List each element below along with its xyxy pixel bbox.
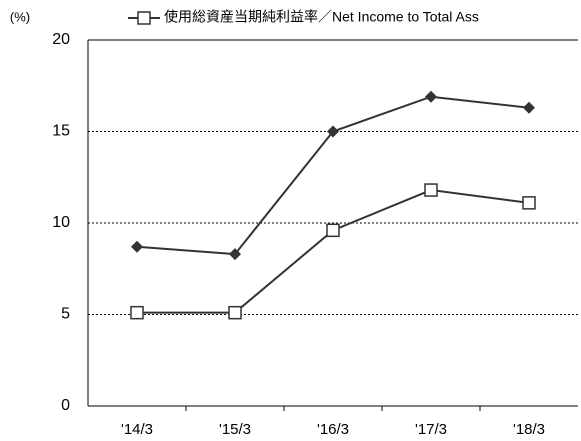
point [131,240,143,253]
point [522,196,536,210]
point [425,90,437,103]
y-tick-label: 5 [61,306,70,323]
point [228,305,242,320]
x-tick-label: '15/3 [219,421,251,438]
y-tick-label: 15 [52,123,70,140]
x-tick-label: '18/3 [513,421,545,438]
y-tick-label: 0 [61,397,70,414]
point [137,11,151,25]
y-tick-label: 20 [52,31,70,48]
y-axis-label: (%) [10,9,30,24]
point [130,305,144,320]
point [229,248,241,261]
point [523,101,535,114]
point [327,125,339,138]
point [424,183,438,197]
y-tick-label: 10 [52,214,70,231]
x-tick-label: '16/3 [317,421,349,438]
x-tick-label: '17/3 [415,421,447,438]
legend-label: 使用総資産当期純利益率／Net Income to Total Ass [164,9,479,25]
x-tick-label: '14/3 [121,421,153,438]
point [326,223,340,238]
